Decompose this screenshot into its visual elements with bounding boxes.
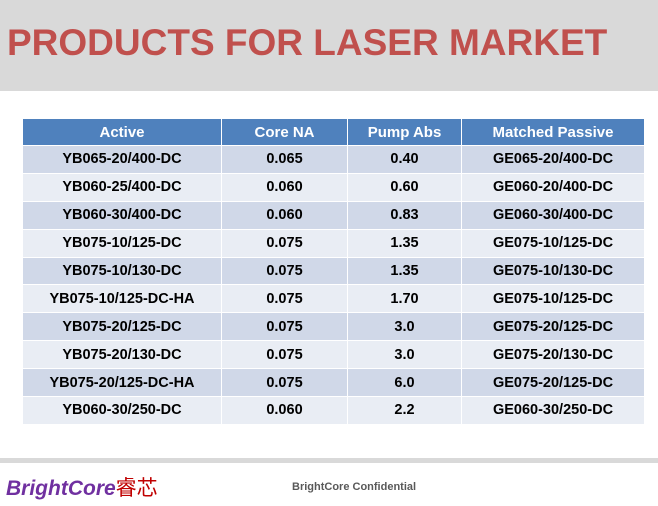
cell-active: YB075-20/125-DC-HA <box>22 368 222 398</box>
products-table: Active Core NA Pump Abs Matched Passive … <box>22 118 645 425</box>
column-header-core-na: Core NA <box>221 118 348 146</box>
cell-active: YB060-25/400-DC <box>22 172 222 202</box>
cell-active: YB060-30/250-DC <box>22 396 222 425</box>
cell-active: YB075-10/130-DC <box>22 256 222 286</box>
cell-pump-abs: 0.60 <box>347 172 462 202</box>
cell-matched-passive: GE075-10/125-DC <box>461 228 645 258</box>
table-row: YB065-20/400-DC 0.065 0.40 GE065-20/400-… <box>22 145 645 174</box>
column-header-active: Active <box>22 118 222 146</box>
cell-pump-abs: 0.40 <box>347 145 462 174</box>
cell-matched-passive: GE060-20/400-DC <box>461 172 645 202</box>
table-row: YB075-10/130-DC 0.075 1.35 GE075-10/130-… <box>22 256 645 286</box>
table-header: Active Core NA Pump Abs Matched Passive <box>22 118 645 146</box>
cell-active: YB075-10/125-DC-HA <box>22 284 222 314</box>
cell-core-na: 0.075 <box>221 312 348 342</box>
table-row: YB060-25/400-DC 0.060 0.60 GE060-20/400-… <box>22 172 645 202</box>
cell-active: YB075-20/125-DC <box>22 312 222 342</box>
cell-pump-abs: 0.83 <box>347 200 462 230</box>
table-header-row: Active Core NA Pump Abs Matched Passive <box>22 118 645 146</box>
table-row: YB075-20/125-DC 0.075 3.0 GE075-20/125-D… <box>22 312 645 342</box>
brightcore-logo: BrightCore睿芯 <box>6 472 158 502</box>
cell-pump-abs: 3.0 <box>347 312 462 342</box>
table-row: YB075-10/125-DC-HA 0.075 1.70 GE075-10/1… <box>22 284 645 314</box>
cell-core-na: 0.060 <box>221 396 348 425</box>
cell-core-na: 0.065 <box>221 145 348 174</box>
page-title: PRODUCTS FOR LASER MARKET <box>7 22 608 63</box>
cell-pump-abs: 1.35 <box>347 256 462 286</box>
table-row: YB075-10/125-DC 0.075 1.35 GE075-10/125-… <box>22 228 645 258</box>
cell-pump-abs: 3.0 <box>347 340 462 370</box>
cell-matched-passive: GE075-20/130-DC <box>461 340 645 370</box>
cell-core-na: 0.075 <box>221 284 348 314</box>
cell-matched-passive: GE075-10/130-DC <box>461 256 645 286</box>
column-header-pump-abs: Pump Abs <box>347 118 462 146</box>
cell-pump-abs: 6.0 <box>347 368 462 398</box>
table-row: YB075-20/125-DC-HA 0.075 6.0 GE075-20/12… <box>22 368 645 398</box>
cell-core-na: 0.075 <box>221 256 348 286</box>
cell-core-na: 0.075 <box>221 340 348 370</box>
cell-active: YB075-20/130-DC <box>22 340 222 370</box>
column-header-matched-passive: Matched Passive <box>461 118 645 146</box>
cell-core-na: 0.075 <box>221 228 348 258</box>
table-row: YB060-30/250-DC 0.060 2.2 GE060-30/250-D… <box>22 396 645 425</box>
cell-matched-passive: GE075-10/125-DC <box>461 284 645 314</box>
table-row: YB060-30/400-DC 0.060 0.83 GE060-30/400-… <box>22 200 645 230</box>
footer-divider <box>0 458 658 463</box>
cell-matched-passive: GE060-30/250-DC <box>461 396 645 425</box>
table-row: YB075-20/130-DC 0.075 3.0 GE075-20/130-D… <box>22 340 645 370</box>
cell-pump-abs: 2.2 <box>347 396 462 425</box>
table-body: YB065-20/400-DC 0.065 0.40 GE065-20/400-… <box>22 145 645 425</box>
cell-core-na: 0.060 <box>221 200 348 230</box>
cell-core-na: 0.075 <box>221 368 348 398</box>
logo-text-chinese: 睿芯 <box>115 476 158 500</box>
cell-matched-passive: GE075-20/125-DC <box>461 368 645 398</box>
logo-text-english: BrightCore <box>6 477 116 500</box>
title-band: PRODUCTS FOR LASER MARKET <box>0 0 658 91</box>
cell-matched-passive: GE065-20/400-DC <box>461 145 645 174</box>
cell-active: YB075-10/125-DC <box>22 228 222 258</box>
cell-matched-passive: GE075-20/125-DC <box>461 312 645 342</box>
confidential-notice: BrightCore Confidential <box>292 481 417 493</box>
cell-pump-abs: 1.35 <box>347 228 462 258</box>
cell-pump-abs: 1.70 <box>347 284 462 314</box>
cell-matched-passive: GE060-30/400-DC <box>461 200 645 230</box>
cell-core-na: 0.060 <box>221 172 348 202</box>
cell-active: YB060-30/400-DC <box>22 200 222 230</box>
cell-active: YB065-20/400-DC <box>22 145 222 174</box>
